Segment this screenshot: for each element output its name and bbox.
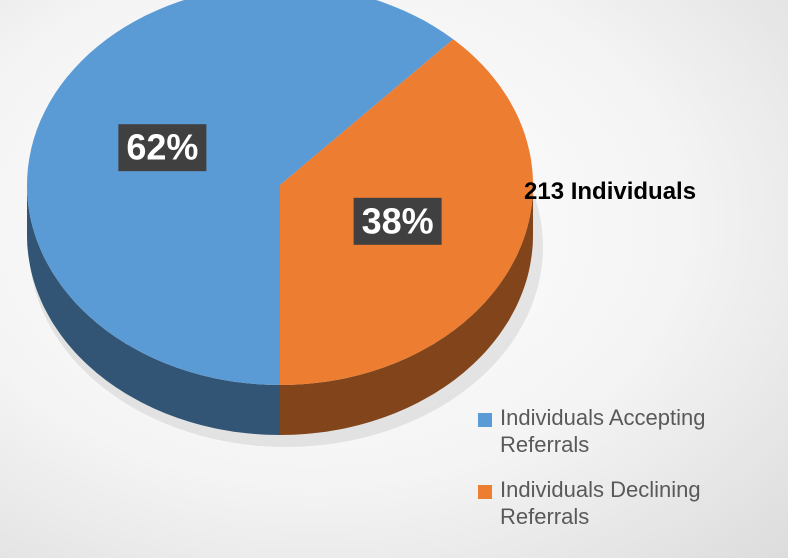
label-box [353, 197, 442, 245]
slice-side [27, 185, 280, 435]
legend-swatch [478, 485, 492, 499]
legend-entry: Individuals Declining Referrals [478, 476, 778, 530]
label-box [118, 124, 207, 172]
data-label: 62% [126, 127, 198, 168]
legend-entry: Individuals Accepting Referrals [478, 404, 778, 458]
legend-label: Individuals Accepting Referrals [500, 405, 706, 457]
legend-label: Individuals Declining Referrals [500, 477, 701, 529]
slice [27, 0, 454, 385]
slice-side [280, 185, 533, 435]
annotation: 213 Individuals [524, 178, 697, 205]
data-label: 38% [362, 200, 434, 241]
legend: Individuals Accepting Referrals Individua… [478, 404, 778, 548]
legend-swatch [478, 413, 492, 427]
